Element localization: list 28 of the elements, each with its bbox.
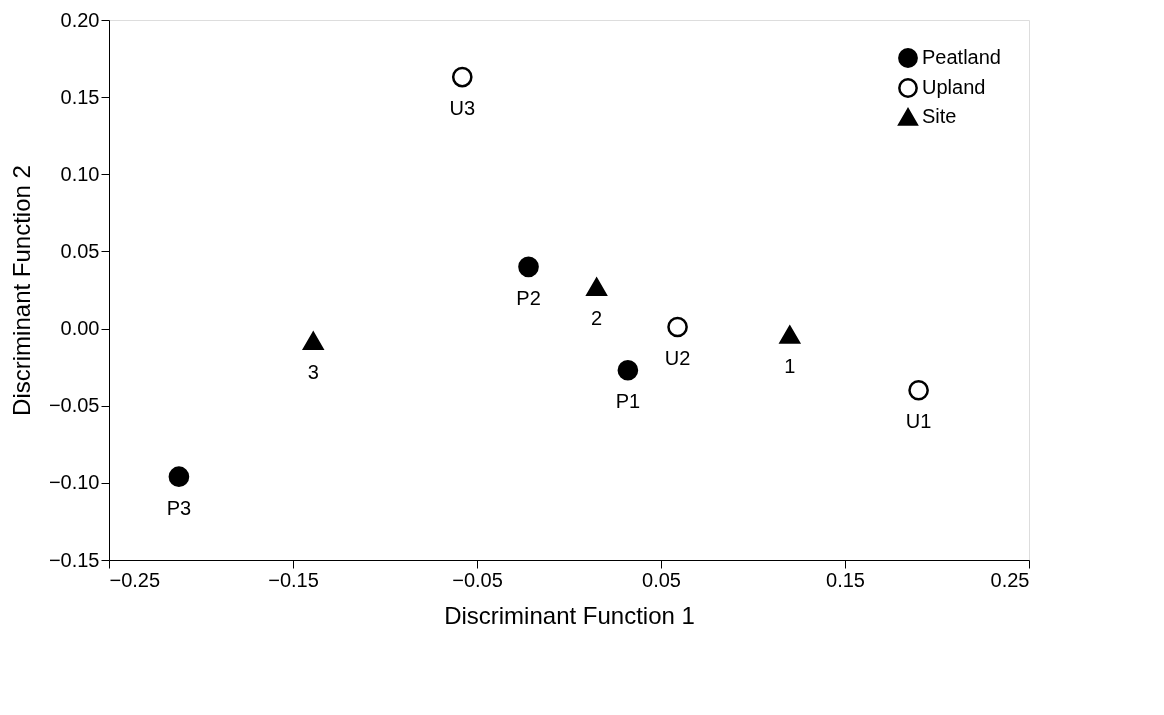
x-tick-label: −0.05 <box>452 568 503 591</box>
y-axis-title: Discriminant Function 2 <box>7 165 35 416</box>
annotation: U3 <box>449 97 476 120</box>
y-tick-label: 0.05 <box>60 239 100 262</box>
x-tick-label: 0.15 <box>826 568 865 591</box>
x-tick-label: −0.15 <box>268 568 319 591</box>
y-tick-label: −0.10 <box>48 471 100 494</box>
annotation: U1 <box>905 410 932 433</box>
annotation: U2 <box>664 347 691 370</box>
annotation: 2 <box>591 306 603 329</box>
annotation: P1 <box>615 390 641 413</box>
annotation: P2 <box>516 286 541 309</box>
annotation: P3 <box>166 496 192 519</box>
x-tick-label: −0.25 <box>109 568 161 591</box>
y-tick-label: 0.20 <box>60 8 100 31</box>
annotation: 3 <box>307 360 319 383</box>
x-axis-title: Discriminant Function 1 <box>444 601 695 629</box>
y-tick-label: −0.05 <box>48 394 100 417</box>
y-tick-label: −0.15 <box>48 548 100 571</box>
legend-label: Site <box>922 105 957 127</box>
legend-label: Peatland <box>922 46 1001 68</box>
x-tick-label: 0.25 <box>990 568 1030 591</box>
y-tick-label: 0.10 <box>60 162 100 185</box>
annotation: 1 <box>784 354 796 377</box>
y-tick-label: 0.00 <box>60 317 100 340</box>
legend-label: Upland <box>922 76 986 98</box>
y-tick-label: 0.15 <box>60 85 100 108</box>
x-tick-label: 0.05 <box>642 568 681 591</box>
